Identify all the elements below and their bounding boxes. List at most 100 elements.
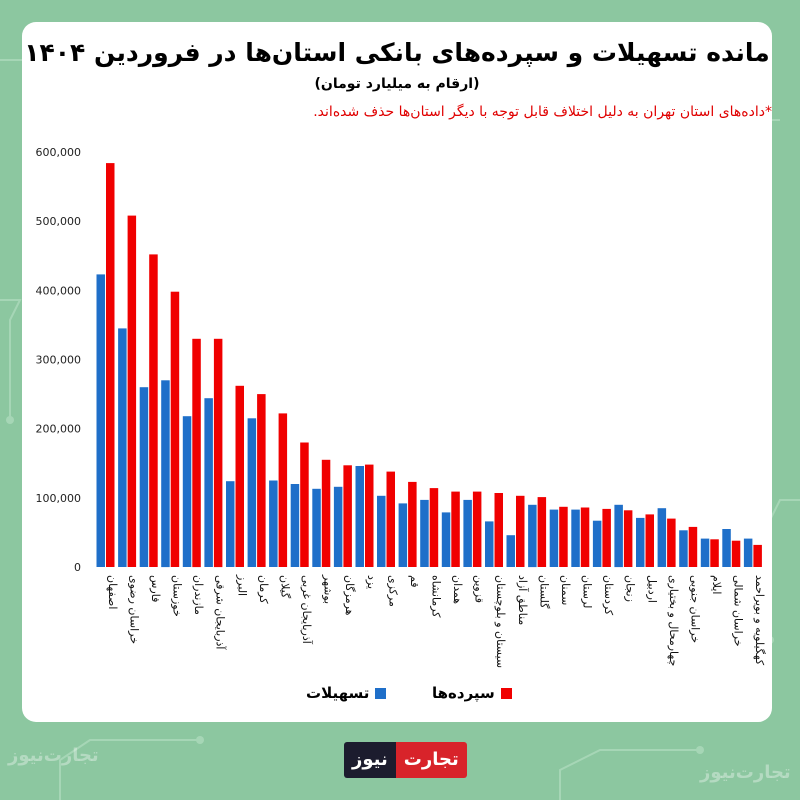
- y-tick-label: 300,000: [36, 354, 82, 367]
- chart-card: مانده تسهیلات و سپرده‌های بانکی استان‌ها…: [22, 22, 772, 722]
- bar-facilities: [118, 328, 127, 567]
- bar-deposits: [213, 338, 223, 568]
- bar-deposits: [257, 394, 266, 567]
- x-tick-label: سمنان: [559, 575, 572, 605]
- bar-deposits: [731, 540, 741, 567]
- bar-facilities: [679, 530, 688, 567]
- x-tick-label: قزوین: [473, 575, 486, 603]
- y-tick-label: 500,000: [36, 215, 82, 228]
- y-tick-label: 400,000: [36, 284, 82, 297]
- bar-facilities: [398, 503, 408, 567]
- bar-deposits: [451, 491, 460, 567]
- x-tick-label: خراسان جنوبی: [689, 575, 702, 643]
- bar-deposits: [192, 338, 201, 568]
- legend-label-facilities: تسهیلات: [306, 684, 370, 702]
- bar-facilities: [506, 535, 515, 567]
- bar-deposits: [494, 493, 503, 567]
- bar-deposits: [559, 506, 568, 567]
- bar-facilities: [722, 529, 731, 567]
- bar-deposits: [667, 518, 676, 567]
- bar-facilities: [247, 418, 257, 567]
- bar-facilities: [182, 416, 192, 567]
- x-tick-label: بوشهر: [322, 574, 335, 604]
- brand-logo: تجارت نیوز: [344, 742, 467, 778]
- bar-facilities: [528, 504, 537, 568]
- bar-facilities: [290, 484, 300, 567]
- x-tick-label: مرکزی: [386, 575, 399, 607]
- legend-label-deposits: سپرده‌ها: [432, 684, 495, 702]
- brand-logo-part2: نیوز: [344, 742, 396, 778]
- x-tick-label: مازندران: [192, 575, 205, 615]
- watermark-text: تجارت‌نیوز: [700, 762, 791, 783]
- bar-facilities: [96, 274, 105, 567]
- x-tick-label: آذربایجان غربی: [300, 575, 314, 645]
- x-tick-label: کهگیلویه و بویراحمد: [753, 575, 766, 666]
- x-tick-label: کرمانشاه: [430, 575, 443, 618]
- bar-deposits: [645, 514, 654, 567]
- x-tick-label: آذربایجان شرقی: [214, 575, 228, 650]
- bar-deposits: [429, 488, 439, 567]
- x-tick-label: لرستان: [581, 575, 594, 608]
- bar-deposits: [710, 539, 719, 567]
- bar-facilities: [441, 512, 451, 567]
- legend-item-facilities: تسهیلات: [306, 684, 387, 702]
- legend-swatch-facilities: [375, 687, 387, 699]
- bar-facilities: [139, 387, 149, 567]
- bar-deposits: [278, 413, 288, 567]
- bar-facilities: [549, 509, 559, 567]
- x-tick-label: یزد: [365, 575, 378, 589]
- bar-facilities: [700, 538, 710, 567]
- bar-deposits: [753, 544, 762, 567]
- x-tick-label: اردبیل: [645, 575, 658, 603]
- x-tick-label: کردستان: [602, 575, 615, 616]
- y-tick-label: 0: [74, 561, 81, 574]
- x-tick-label: ایلام: [710, 575, 723, 595]
- bar-deposits: [365, 464, 374, 567]
- bar-deposits: [623, 510, 633, 567]
- bar-facilities: [226, 481, 235, 567]
- bar-facilities: [636, 517, 645, 567]
- bar-facilities: [571, 509, 580, 567]
- x-tick-label: کرمان: [257, 575, 270, 604]
- bar-deposits: [602, 508, 611, 567]
- bar-facilities: [592, 520, 602, 567]
- bar-deposits: [580, 507, 590, 567]
- bar-deposits: [516, 495, 525, 567]
- bar-facilities: [743, 538, 753, 567]
- x-tick-label: قم: [408, 575, 421, 588]
- bar-deposits: [537, 497, 547, 567]
- x-tick-label: فارس: [149, 575, 162, 602]
- y-tick-label: 100,000: [36, 492, 82, 505]
- x-tick-label: گیلان: [278, 575, 291, 599]
- x-tick-label: خراسان رضوی: [127, 575, 140, 644]
- x-tick-label: اصفهان: [106, 575, 119, 609]
- y-tick-label: 200,000: [36, 423, 82, 436]
- bar-deposits: [688, 526, 698, 567]
- chart-legend: تسهیلات سپرده‌ها: [22, 684, 772, 708]
- bar-facilities: [463, 499, 472, 567]
- bar-facilities: [657, 508, 667, 567]
- x-tick-label: هرمزگان: [343, 575, 356, 616]
- x-tick-label: گلستان: [537, 575, 550, 609]
- legend-swatch-deposits: [500, 687, 512, 699]
- bar-deposits: [321, 459, 331, 567]
- chart-subtitle: (ارقام به میلیارد تومان): [314, 76, 480, 92]
- brand-logo-part1: تجارت: [395, 742, 467, 778]
- chart-note: *داده‌های استان تهران به دلیل اختلاف قاب…: [313, 104, 772, 120]
- bar-facilities: [420, 499, 429, 567]
- bar-deposits: [170, 291, 180, 567]
- legend-item-deposits: سپرده‌ها: [432, 684, 512, 702]
- watermark-text: تجارت‌نیوز: [8, 745, 99, 766]
- x-tick-label: چهارمحال و بختیاری: [667, 575, 680, 666]
- bar-deposits: [472, 491, 482, 567]
- x-tick-label: مناطق آزاد: [515, 575, 530, 625]
- bar-chart: 0 100,000 200,000 300,000 400,000 500,000 600,…: [36, 146, 767, 668]
- bar-facilities: [161, 380, 170, 568]
- x-tick-label: خوزستان: [171, 575, 184, 617]
- y-tick-label: 600,000: [36, 146, 82, 159]
- bar-facilities: [377, 495, 386, 567]
- x-tick-label: خراسان شمالی: [732, 575, 745, 647]
- bar-deposits: [408, 481, 417, 567]
- bar-deposits: [343, 465, 352, 567]
- x-tick-label: زنجان: [624, 575, 637, 602]
